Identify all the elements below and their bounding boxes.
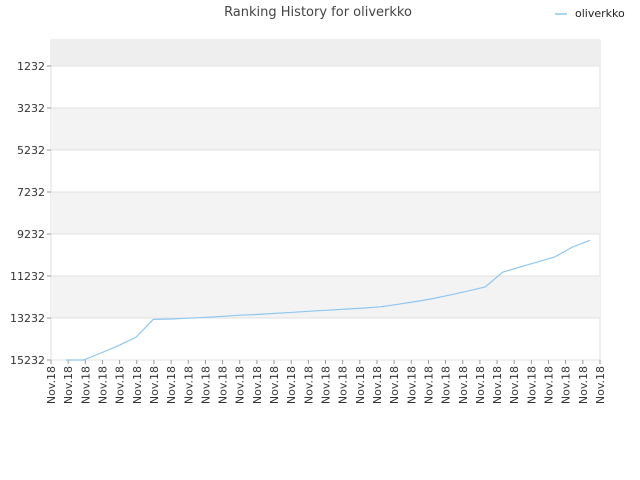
- plot-band: [51, 108, 600, 150]
- x-tick-label: Nov.18: [148, 366, 161, 404]
- y-tick-label: 15232: [10, 354, 45, 367]
- y-tick-label: 1232: [17, 60, 45, 73]
- x-tick-label: Nov.18: [491, 366, 504, 404]
- x-tick-label: Nov.18: [96, 366, 109, 404]
- x-tick-label: Nov.18: [199, 366, 212, 404]
- x-tick-label: Nov.18: [525, 366, 538, 404]
- x-tick-label: Nov.18: [285, 366, 298, 404]
- plot-band: [51, 192, 600, 234]
- x-tick-label: Nov.18: [320, 366, 333, 404]
- series-line: [66, 239, 591, 361]
- x-tick-label: Nov.18: [422, 366, 435, 404]
- x-tick-label: Nov.18: [79, 366, 92, 404]
- plot-band: [51, 40, 600, 66]
- x-tick-label: Nov.18: [457, 366, 470, 404]
- x-axis: Nov.18 Nov.18 Nov.18 Nov.18 Nov.18 Nov.18 Nov.…: [45, 360, 607, 404]
- x-tick-label: Nov.18: [217, 366, 230, 404]
- x-tick-label: Nov.18: [594, 366, 607, 404]
- y-tick-label: 5232: [17, 144, 45, 157]
- x-tick-label: Nov.18: [251, 366, 264, 404]
- y-tick-label: 3232: [17, 102, 45, 115]
- x-tick-label: Nov.18: [440, 366, 453, 404]
- x-tick-label: Nov.18: [474, 366, 487, 404]
- y-tick-label: 7232: [17, 186, 45, 199]
- x-tick-label: Nov.18: [302, 366, 315, 404]
- x-tick-label: Nov.18: [268, 366, 281, 404]
- y-axis: 1232 3232 5232 7232 9232 11232 13232 15232: [10, 60, 51, 367]
- x-tick-label: Nov.18: [560, 366, 573, 404]
- x-tick-label: Nov.18: [508, 366, 521, 404]
- x-tick-label: Nov.18: [234, 366, 247, 404]
- x-tick-label: Nov.18: [182, 366, 195, 404]
- x-tick-label: Nov.18: [354, 366, 367, 404]
- y-tick-label: 11232: [10, 270, 45, 283]
- x-tick-label: Nov.18: [388, 366, 401, 404]
- y-tick-label: 13232: [10, 312, 45, 325]
- plot-band: [51, 276, 600, 318]
- x-tick-label: Nov.18: [371, 366, 384, 404]
- x-tick-label: Nov.18: [165, 366, 178, 404]
- x-tick-label: Nov.18: [577, 366, 590, 404]
- chart-title: Ranking History for oliverkko: [224, 5, 412, 20]
- x-tick-label: Nov.18: [337, 366, 350, 404]
- y-tick-label: 9232: [17, 228, 45, 241]
- x-tick-label: Nov.18: [62, 366, 75, 404]
- x-tick-label: Nov.18: [131, 366, 144, 404]
- plot-background: [50, 39, 601, 361]
- x-tick-label: Nov.18: [114, 366, 127, 404]
- legend-label: oliverkko: [575, 7, 625, 20]
- series-layer: [66, 239, 591, 361]
- x-tick-label: Nov.18: [45, 366, 58, 404]
- x-tick-label: Nov.18: [543, 366, 556, 404]
- x-tick-label: Nov.18: [405, 366, 418, 404]
- legend: oliverkko: [555, 7, 625, 20]
